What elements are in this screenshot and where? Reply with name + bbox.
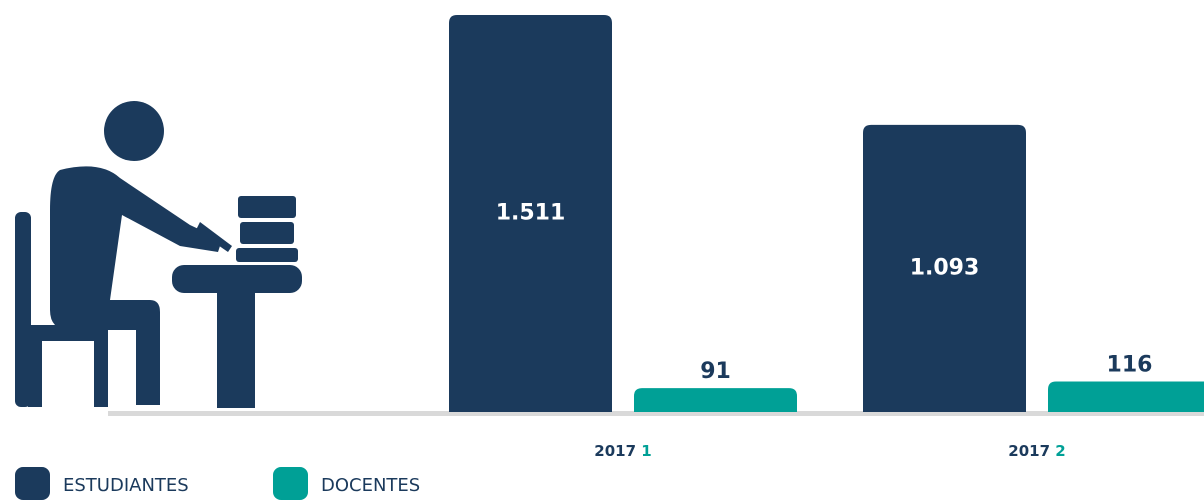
legend-label: ESTUDIANTES [63,475,189,496]
bar [863,124,1026,412]
legend: ESTUDIANTES DOCENTES [15,467,420,500]
bar [1048,381,1204,412]
legend-swatch [273,467,308,500]
value-label: 91 [700,359,731,384]
x-tick-label: 2017 1 [594,442,651,460]
baseline [108,411,1204,416]
x-tick-label: 2017 2 [1008,442,1065,460]
legend-label: DOCENTES [321,475,420,496]
value-label: 116 [1107,353,1153,378]
bar [449,15,612,412]
student-icon [15,101,302,408]
value-label: 1.511 [496,201,566,226]
legend-swatch [15,467,50,500]
value-label: 1.093 [910,255,980,280]
bar [634,388,797,412]
